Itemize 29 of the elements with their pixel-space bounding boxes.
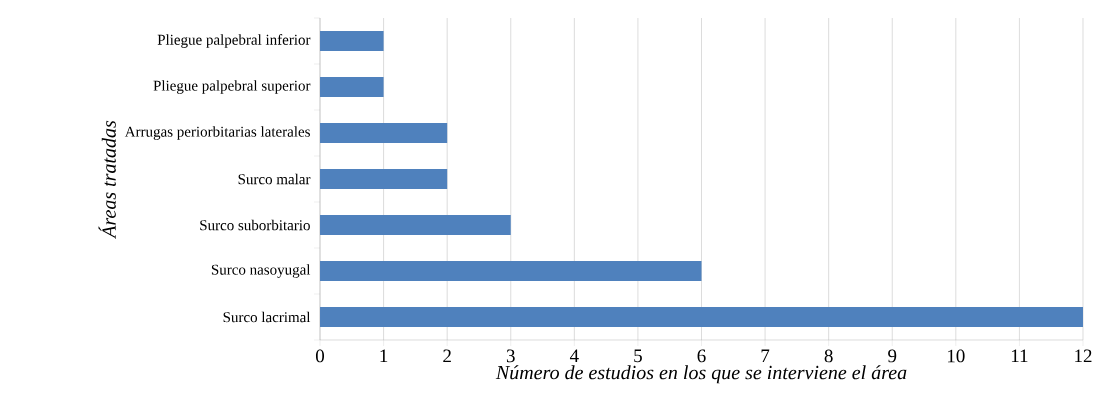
bar: [320, 215, 511, 235]
y-tick-label: Surco lacrimal: [223, 311, 311, 323]
bar: [320, 123, 448, 143]
x-tick-label: 2: [443, 349, 451, 363]
x-tick-label: 8: [824, 349, 833, 363]
x-tick-label: 11: [1011, 349, 1028, 363]
y-tick-label: Surco nasoyugal: [211, 264, 311, 278]
y-tick-label: Pliegue palpebral inferior: [157, 34, 311, 48]
y-tick-label: Pliegue palpebral superior: [153, 80, 311, 94]
x-tick-label: 0: [315, 349, 325, 363]
y-axis-title: Áreas tratadas: [98, 120, 116, 239]
bar: [320, 31, 384, 51]
bar: [320, 307, 1083, 327]
x-tick-label: 4: [569, 349, 579, 363]
x-tick-label: 10: [947, 349, 965, 363]
x-tick-label: 7: [761, 349, 770, 362]
x-tick-label: 3: [506, 349, 515, 363]
bar: [320, 169, 448, 189]
x-tick-label: 6: [697, 349, 706, 363]
y-tick-label: Surco malar: [238, 173, 311, 185]
x-tick-label: 9: [888, 349, 897, 363]
x-tick-label: 5: [634, 349, 642, 363]
y-tick-label: Arrugas periorbitarias laterales: [124, 126, 310, 140]
x-tick-label: 1: [380, 349, 388, 363]
bar: [320, 77, 384, 97]
x-tick-label: 12: [1075, 349, 1092, 363]
y-tick-label: Surco suborbitario: [200, 219, 310, 231]
x-axis-title: Número de estudios en los que se interviene el área: [495, 365, 907, 384]
bar: [320, 261, 702, 281]
